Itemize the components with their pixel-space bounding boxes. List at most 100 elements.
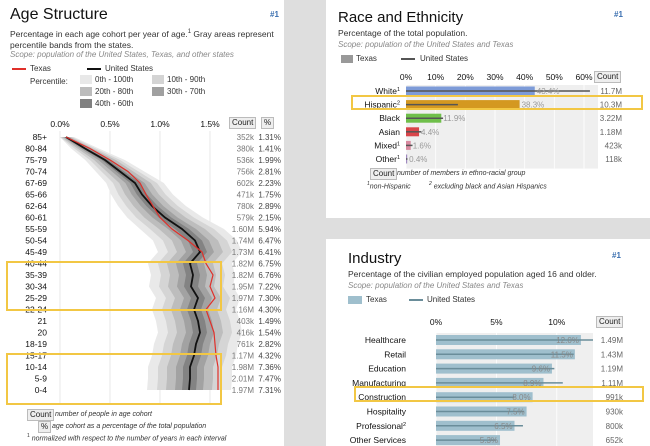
industry-highlight-box <box>354 386 644 402</box>
race-value-mixed: 1.6% <box>413 141 431 150</box>
age-cat-62-64: 62-64 <box>25 201 47 211</box>
age-cat-40-44: 40-44 <box>25 259 47 269</box>
legend-percentile-label: Percentile: <box>30 77 68 86</box>
age-scope: Scope: population of the United States, … <box>10 50 234 59</box>
race-legend-us-label: United States <box>420 54 469 63</box>
industry-title: Industry <box>348 250 402 267</box>
age-pct-55-59: 5.94% <box>258 225 281 234</box>
race-count-white: 11.7M <box>600 87 622 96</box>
us-series-line <box>65 136 202 391</box>
industry-count-header[interactable]: Count <box>596 316 624 328</box>
industry-count-hospitality: 930k <box>606 408 624 417</box>
band-10-90-swatch <box>152 75 164 84</box>
x-tick-2: 1.0% <box>150 119 170 129</box>
age-pct-75-79: 1.99% <box>258 156 281 165</box>
race-foot-excluding: 2 excluding black and Asian Hispanics <box>429 181 547 191</box>
industry-count-manufacturing: 1.11M <box>601 379 623 388</box>
age-cat-70-74: 70-74 <box>25 167 47 177</box>
age-count-5-9: 2.01M <box>232 375 255 384</box>
race-cat-mixed: Mixed1 <box>374 140 400 150</box>
race-legend-texas-label: Texas <box>356 54 377 63</box>
age-foot-count-box: Count <box>27 409 55 421</box>
age-pct-header[interactable]: % <box>261 117 275 129</box>
age-count-header[interactable]: Count <box>229 117 257 129</box>
industry-legend-us-line <box>409 299 423 301</box>
age-pct-70-74: 2.81% <box>258 168 281 177</box>
race-x-tick-5: 50% <box>546 72 563 82</box>
race-count-black: 3.22M <box>600 114 623 123</box>
industry-cat-construction: Construction <box>358 392 406 402</box>
band-10-90-label: 10th - 90th <box>167 75 206 84</box>
age-cat-25-29: 25-29 <box>25 293 47 303</box>
percentile-band-2 <box>61 137 223 390</box>
age-cat-5-9: 5-9 <box>35 374 48 384</box>
age-count-75-79: 536k <box>237 156 255 165</box>
age-count-22-24: 1.16M <box>232 306 255 315</box>
industry-value-healthcare: 12.0% <box>556 336 579 345</box>
age-count-65-66: 471k <box>237 191 255 200</box>
x-tick-0: 0.0% <box>50 119 70 129</box>
age-count-0-4: 1.97M <box>232 386 255 395</box>
race-value-black: 11.9% <box>443 114 465 123</box>
race-x-tick-4: 40% <box>516 72 533 82</box>
x-tick-3: 1.5% <box>200 119 220 129</box>
age-highlight-box-children <box>6 353 222 405</box>
race-rank-link[interactable]: #1 <box>614 10 623 19</box>
race-count-hispanic: 10.3M <box>600 101 623 110</box>
industry-rank-link[interactable]: #1 <box>612 251 621 260</box>
race-x-tick-2: 20% <box>457 72 474 82</box>
industry-value-other-services: 5.3% <box>480 436 498 445</box>
age-cat-30-34: 30-34 <box>25 282 47 292</box>
age-cat-67-69: 67-69 <box>25 178 47 188</box>
industry-count-construction: 991k <box>606 393 624 402</box>
band-0-100-swatch <box>80 75 92 84</box>
race-count-mixed: 423k <box>605 141 623 150</box>
age-rank-link[interactable]: #1 <box>270 10 279 19</box>
band-20-80-swatch <box>80 87 92 96</box>
industry-cat-healthcare: Healthcare <box>365 335 406 345</box>
industry-value-hospitality: 7.5% <box>506 408 524 417</box>
age-count-35-39: 1.82M <box>232 271 255 280</box>
race-foot-nonhispanic: 1non-Hispanic <box>367 181 411 191</box>
industry-value-professional: 6.5% <box>494 422 512 431</box>
age-cat-50-54: 50-54 <box>25 236 47 246</box>
age-count-21: 403k <box>237 317 255 326</box>
race-cat-hispanic: Hispanic2 <box>364 100 400 110</box>
race-title: Race and Ethnicity <box>338 9 464 26</box>
age-cat-10-14: 10-14 <box>25 362 47 372</box>
age-pct-62-64: 2.89% <box>258 202 281 211</box>
age-count-18-19: 761k <box>237 340 255 349</box>
age-pct-20: 1.54% <box>258 329 281 338</box>
age-count-20: 416k <box>237 329 255 338</box>
race-bar-hispanic <box>406 100 520 110</box>
race-value-hispanic: 38.3% <box>522 101 545 110</box>
age-count-10-14: 1.98M <box>232 363 255 372</box>
age-cat-45-49: 45-49 <box>25 247 47 257</box>
age-count-25-29: 1.97M <box>232 294 255 303</box>
age-pct-45-49: 6.41% <box>258 248 281 257</box>
age-count-40-44: 1.82M <box>232 260 255 269</box>
race-highlight-box <box>351 95 643 110</box>
age-count-45-49: 1.73M <box>232 248 255 257</box>
age-cat-65-66: 65-66 <box>25 190 47 200</box>
industry-x-tick-2: 10% <box>548 317 565 327</box>
band-30-70-swatch <box>152 87 164 96</box>
legend-us-label: United States <box>105 64 154 73</box>
age-cat-85: 85+ <box>33 132 47 142</box>
industry-count-healthcare: 1.49M <box>601 336 624 345</box>
age-pct-15-17: 4.32% <box>258 352 281 361</box>
race-x-tick-6: 60% <box>575 72 592 82</box>
industry-cat-education: Education <box>368 364 406 374</box>
race-count-header[interactable]: Count <box>594 71 622 83</box>
age-count-30-34: 1.95M <box>232 283 255 292</box>
race-cat-black: Black <box>379 113 401 123</box>
band-40-60-swatch <box>80 99 92 108</box>
race-value-white: 43.4% <box>537 87 560 96</box>
band-30-70-label: 30th - 70th <box>167 87 206 96</box>
race-cat-other: Other1 <box>376 154 400 164</box>
age-count-70-74: 756k <box>237 168 255 177</box>
industry-count-education: 1.19M <box>601 365 624 374</box>
age-pct-85: 1.31% <box>258 133 281 142</box>
age-foot-normalized: 1 normalized with respect to the number … <box>27 433 227 443</box>
age-count-85: 352k <box>237 133 255 142</box>
